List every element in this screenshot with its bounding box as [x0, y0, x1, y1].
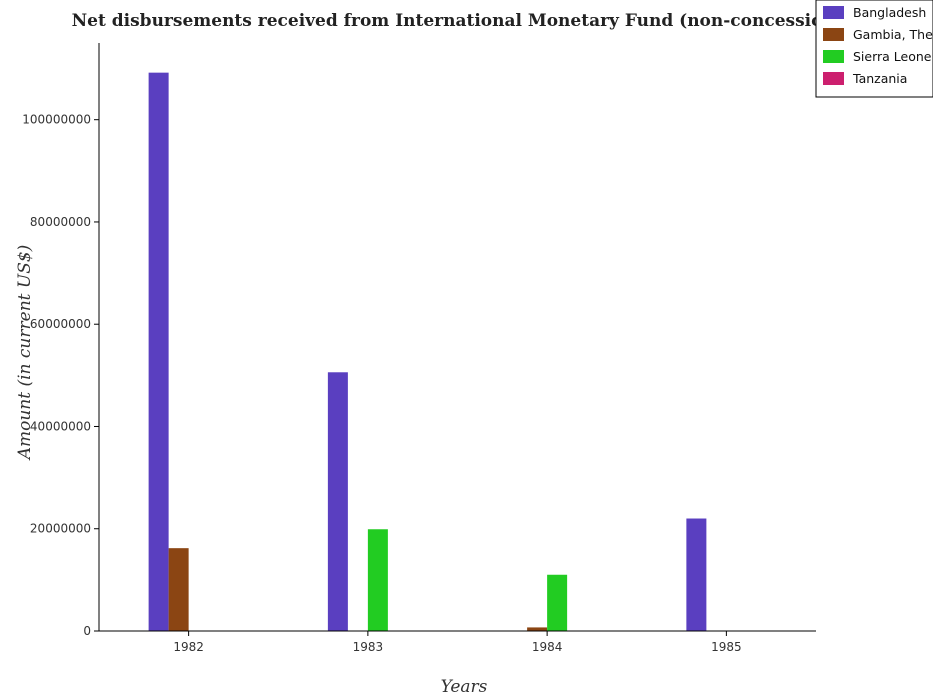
chart-title: Net disbursements received from Internat…	[72, 11, 861, 31]
bar-gambia-the-1984	[527, 627, 548, 631]
y-tick-label: 60000000	[30, 317, 91, 331]
bar-bangladesh-1983	[327, 372, 348, 631]
axes: 0 20000000 40000000 60000000 80000000 1000000…	[22, 43, 816, 654]
x-axis-label: Years	[441, 677, 488, 697]
y-tick-label: 20000000	[30, 522, 91, 536]
legend-swatch	[823, 72, 844, 85]
plot-area	[148, 72, 707, 632]
legend-label: Bangladesh	[853, 5, 926, 20]
bar-bangladesh-1985	[686, 518, 707, 631]
bar-sierra-leone-1984	[547, 574, 568, 631]
y-tick-label: 80000000	[30, 215, 91, 229]
bar-sierra-leone-1983	[367, 529, 388, 631]
y-tick-label: 40000000	[30, 419, 91, 433]
x-tick-label: 1985	[711, 640, 742, 654]
bar-gambia-the-1982	[168, 548, 189, 631]
y-tick-label: 0	[83, 624, 91, 638]
legend-label: Tanzania	[852, 71, 907, 86]
bar-bangladesh-1982	[148, 72, 169, 632]
y-axis-label: Amount (in current US$)	[15, 245, 35, 462]
legend-label: Sierra Leone	[853, 49, 932, 64]
legend-swatch	[823, 28, 844, 41]
legend: Bangladesh Gambia, The Sierra Leone Tanzani…	[815, 0, 933, 98]
x-tick-label: 1982	[173, 640, 204, 654]
legend-swatch	[823, 6, 844, 19]
legend-swatch	[823, 50, 844, 63]
legend-label: Gambia, The	[853, 27, 933, 42]
x-tick-label: 1983	[353, 640, 384, 654]
x-tick-label: 1984	[532, 640, 563, 654]
y-tick-label: 100000000	[22, 113, 91, 127]
